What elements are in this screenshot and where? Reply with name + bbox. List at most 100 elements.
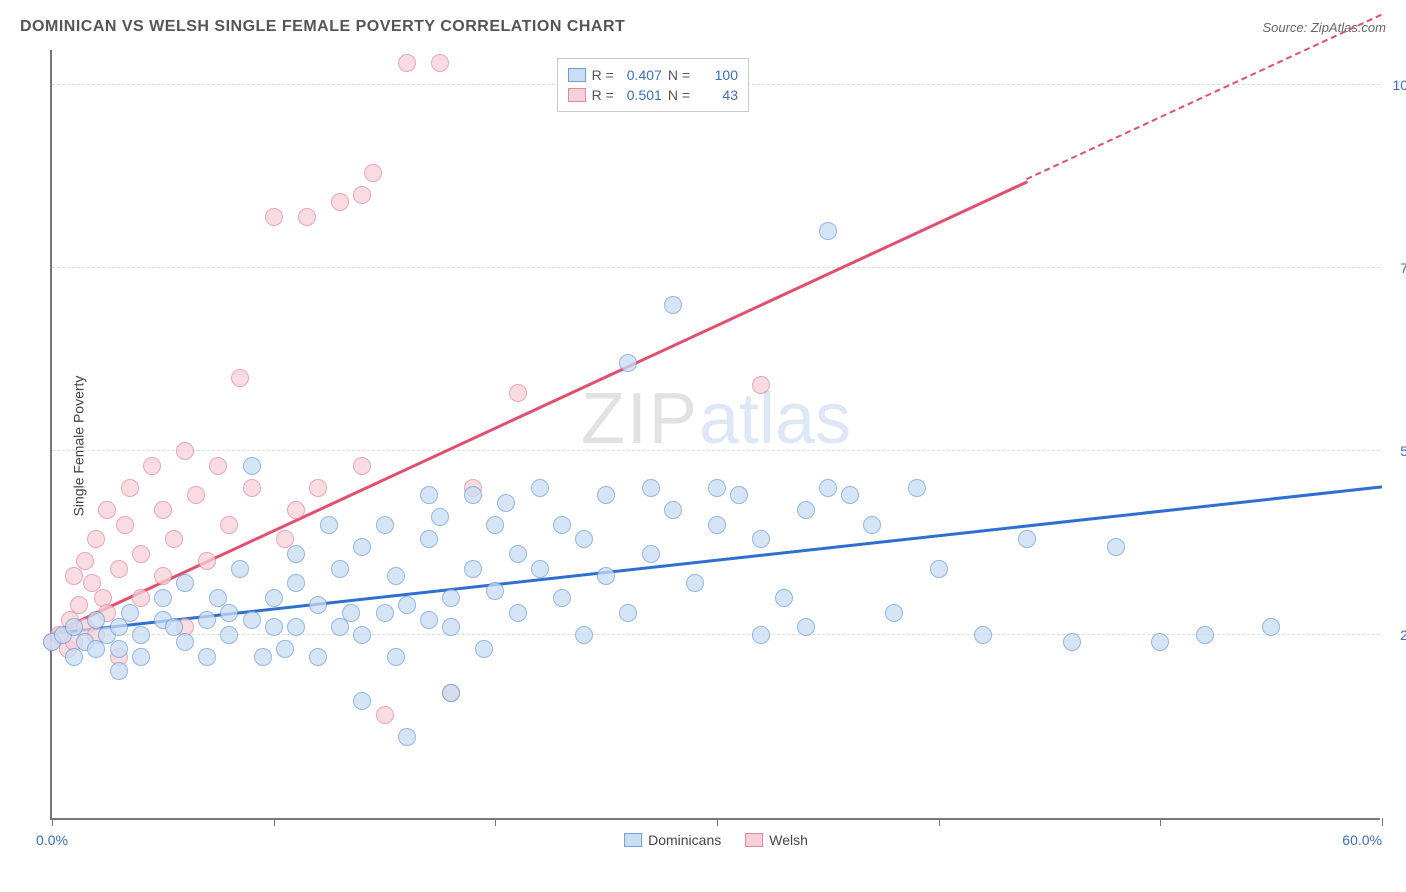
- welsh-point: [287, 501, 305, 519]
- welsh-point: [121, 479, 139, 497]
- dominicans-point: [775, 589, 793, 607]
- dominicans-point: [420, 486, 438, 504]
- dominicans-point: [642, 479, 660, 497]
- welsh-point: [70, 596, 88, 614]
- dominicans-point: [110, 662, 128, 680]
- welsh-point: [298, 208, 316, 226]
- dominicans-point: [819, 479, 837, 497]
- dominicans-point: [930, 560, 948, 578]
- legend-r-label: R =: [592, 87, 614, 103]
- dominicans-point: [974, 626, 992, 644]
- dominicans-point: [597, 567, 615, 585]
- dominicans-point: [442, 589, 460, 607]
- welsh-point: [220, 516, 238, 534]
- welsh-point: [265, 208, 283, 226]
- welsh-point: [376, 706, 394, 724]
- chart-title: DOMINICAN VS WELSH SINGLE FEMALE POVERTY…: [20, 18, 625, 36]
- dominicans-point: [486, 582, 504, 600]
- dominicans-point: [176, 633, 194, 651]
- y-tick-label: 75.0%: [1385, 260, 1406, 276]
- dominicans-point: [1262, 618, 1280, 636]
- dominicans-point: [420, 611, 438, 629]
- dominicans-point: [575, 626, 593, 644]
- dominicans-point: [664, 296, 682, 314]
- dominicans-point: [243, 611, 261, 629]
- legend-label: Welsh: [769, 832, 808, 848]
- welsh-point: [209, 457, 227, 475]
- dominicans-point: [531, 560, 549, 578]
- welsh-point: [752, 376, 770, 394]
- welsh-point: [187, 486, 205, 504]
- dominicans-point: [509, 604, 527, 622]
- dominicans-point: [1018, 530, 1036, 548]
- dominicans-point: [619, 604, 637, 622]
- dominicans-point: [619, 354, 637, 372]
- dominicans-point: [398, 728, 416, 746]
- welsh-point: [87, 530, 105, 548]
- dominicans-point: [486, 516, 504, 534]
- dominicans-point: [353, 692, 371, 710]
- dominicans-point: [475, 640, 493, 658]
- dominicans-point: [1107, 538, 1125, 556]
- dominicans-point: [265, 589, 283, 607]
- x-tick: [1160, 818, 1161, 826]
- dominicans-point: [309, 596, 327, 614]
- welsh-point: [154, 501, 172, 519]
- dominicans-point: [398, 596, 416, 614]
- dominicans-point: [420, 530, 438, 548]
- welsh-point: [165, 530, 183, 548]
- dominicans-point: [730, 486, 748, 504]
- legend-item: Dominicans: [624, 832, 721, 848]
- legend-item: Welsh: [745, 832, 808, 848]
- welsh-point: [431, 54, 449, 72]
- dominicans-point: [387, 567, 405, 585]
- dominicans-point: [1151, 633, 1169, 651]
- dominicans-point: [243, 457, 261, 475]
- welsh-point: [176, 442, 194, 460]
- x-tick: [274, 818, 275, 826]
- series-legend: Dominicans Welsh: [624, 832, 808, 848]
- dominicans-point: [331, 618, 349, 636]
- dominicans-point: [110, 618, 128, 636]
- dominicans-point: [121, 604, 139, 622]
- welsh-point: [509, 384, 527, 402]
- correlation-legend: R =0.407N =100R =0.501N =43: [557, 58, 749, 112]
- legend-swatch: [745, 833, 763, 847]
- welsh-point: [116, 516, 134, 534]
- dominicans-point: [220, 626, 238, 644]
- welsh-point: [331, 193, 349, 211]
- dominicans-point: [132, 626, 150, 644]
- trend-line: [1026, 14, 1383, 182]
- x-tick: [939, 818, 940, 826]
- dominicans-point: [885, 604, 903, 622]
- dominicans-point: [1063, 633, 1081, 651]
- dominicans-point: [708, 516, 726, 534]
- welsh-point: [364, 164, 382, 182]
- y-tick-label: 25.0%: [1385, 627, 1406, 643]
- x-tick: [1382, 818, 1383, 826]
- legend-row: R =0.501N =43: [568, 85, 738, 105]
- dominicans-point: [553, 589, 571, 607]
- welsh-point: [65, 567, 83, 585]
- legend-n-label: N =: [668, 67, 690, 83]
- dominicans-point: [387, 648, 405, 666]
- legend-label: Dominicans: [648, 832, 721, 848]
- y-tick-label: 50.0%: [1385, 443, 1406, 459]
- legend-n: 100: [696, 67, 738, 83]
- dominicans-point: [841, 486, 859, 504]
- dominicans-point: [752, 530, 770, 548]
- dominicans-point: [431, 508, 449, 526]
- dominicans-point: [464, 486, 482, 504]
- dominicans-point: [132, 648, 150, 666]
- dominicans-point: [198, 648, 216, 666]
- y-tick-label: 100.0%: [1385, 77, 1406, 93]
- x-tick: [495, 818, 496, 826]
- dominicans-point: [752, 626, 770, 644]
- dominicans-point: [287, 574, 305, 592]
- legend-swatch: [568, 68, 586, 82]
- dominicans-point: [376, 604, 394, 622]
- dominicans-point: [110, 640, 128, 658]
- gridline: [52, 450, 1380, 451]
- legend-swatch: [568, 88, 586, 102]
- dominicans-point: [353, 538, 371, 556]
